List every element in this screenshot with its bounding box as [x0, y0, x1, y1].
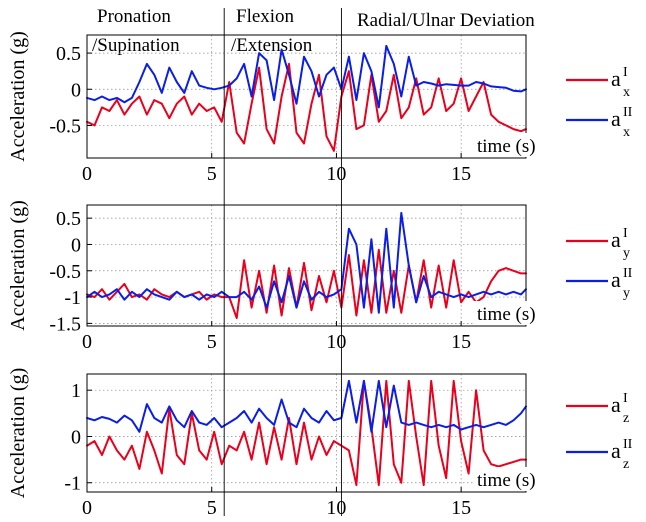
x-tick-label: 15 — [451, 331, 471, 353]
legend-subscript: y — [623, 246, 630, 261]
legend-label: a — [611, 106, 621, 131]
x-tick-label: 0 — [82, 163, 92, 185]
legend-subscript: x — [623, 85, 630, 100]
y-axis-label: Acceleration (g) — [7, 200, 29, 330]
y-tick-label: 0 — [71, 234, 81, 256]
x-tick-label: 5 — [207, 497, 217, 519]
y-axis-label: Acceleration (g) — [7, 368, 29, 498]
legend-label: a — [611, 392, 621, 417]
legend-superscript: II — [623, 105, 633, 120]
series-line-1 — [86, 62, 527, 152]
legend-entry-1: a Iz — [566, 391, 629, 426]
legend-entry-2: a II z — [566, 437, 633, 472]
legend-label: a — [611, 267, 621, 292]
plot-frame — [86, 34, 527, 159]
series-line-2 — [86, 44, 527, 109]
y-tick-label: -0.5 — [49, 261, 81, 283]
legend-subscript: z — [623, 457, 629, 472]
legend-label: a — [611, 227, 621, 252]
y-tick-label: -1 — [64, 473, 81, 495]
y-tick-label: -0.5 — [49, 115, 81, 137]
legend-superscript: I — [623, 65, 628, 80]
y-tick-label: -1.5 — [49, 313, 81, 335]
phase-label-2-line1: Flexion — [236, 6, 295, 27]
x-tick-label: 15 — [451, 497, 471, 519]
plot-frame — [86, 373, 527, 493]
time-label-bg — [474, 467, 548, 491]
series-line-1 — [86, 379, 527, 487]
series-line-2 — [86, 379, 527, 433]
series-line-1 — [86, 248, 527, 320]
x-tick-label: 0 — [82, 497, 92, 519]
legend-superscript: II — [623, 437, 633, 452]
y-tick-label: 0.5 — [56, 208, 81, 230]
plot-frame — [86, 204, 527, 327]
phase-label-3-line1: Radial/Ulnar Deviation — [357, 10, 535, 31]
legend-subscript: x — [623, 125, 630, 140]
time-label-box: time (s) — [474, 133, 548, 157]
y-tick-label: -1 — [64, 287, 81, 309]
phase-dividers — [223, 8, 342, 516]
legend-superscript: I — [623, 226, 628, 241]
legend-superscript: II — [623, 266, 633, 281]
legend-superscript: I — [623, 391, 628, 406]
x-tick-label: 5 — [207, 331, 217, 353]
y-tick-label: 0.5 — [56, 43, 81, 65]
time-label-bg — [474, 133, 548, 157]
x-tick-label: 0 — [82, 331, 92, 353]
x-tick-label: 10 — [326, 163, 346, 185]
y-tick-label: 0 — [71, 426, 81, 448]
phase-labels: Pronation /Supination Flexion /Extension… — [92, 6, 535, 56]
x-tick-label: 10 — [326, 331, 346, 353]
legend-entry-1: a Ix — [566, 65, 630, 100]
legend-entry-2: a II x — [566, 105, 633, 140]
legend-entry-1: a Iy — [566, 226, 630, 261]
x-axis-label: time (s) — [477, 304, 536, 325]
phase-label-1-line1: Pronation — [97, 6, 171, 27]
time-label-box: time (s) — [474, 301, 548, 325]
x-axis-label: time (s) — [477, 470, 536, 491]
legend-entry-2: a II y — [566, 266, 633, 301]
y-tick-label: 0 — [71, 79, 81, 101]
y-axis-label: Acceleration (g) — [7, 31, 29, 161]
legend-subscript: y — [623, 286, 630, 301]
legend-label: a — [611, 66, 621, 91]
time-label-box: time (s) — [474, 467, 548, 491]
phase-label-2-line2: /Extension — [231, 35, 313, 56]
series-line-2 — [86, 211, 527, 314]
x-tick-label: 5 — [207, 163, 217, 185]
time-label-bg — [474, 301, 548, 325]
x-axis-label: time (s) — [477, 136, 536, 157]
legend-label: a — [611, 438, 621, 463]
x-tick-label: 15 — [451, 163, 471, 185]
x-tick-label: 10 — [326, 497, 346, 519]
y-tick-label: 1 — [71, 380, 81, 402]
legend-subscript: z — [623, 411, 629, 426]
phase-label-1-line2: /Supination — [92, 35, 180, 56]
panel-2: 0 5 10 15 0.5 0 -0.5 -1 -1.5 time (s) Acceleration… — [7, 200, 633, 353]
